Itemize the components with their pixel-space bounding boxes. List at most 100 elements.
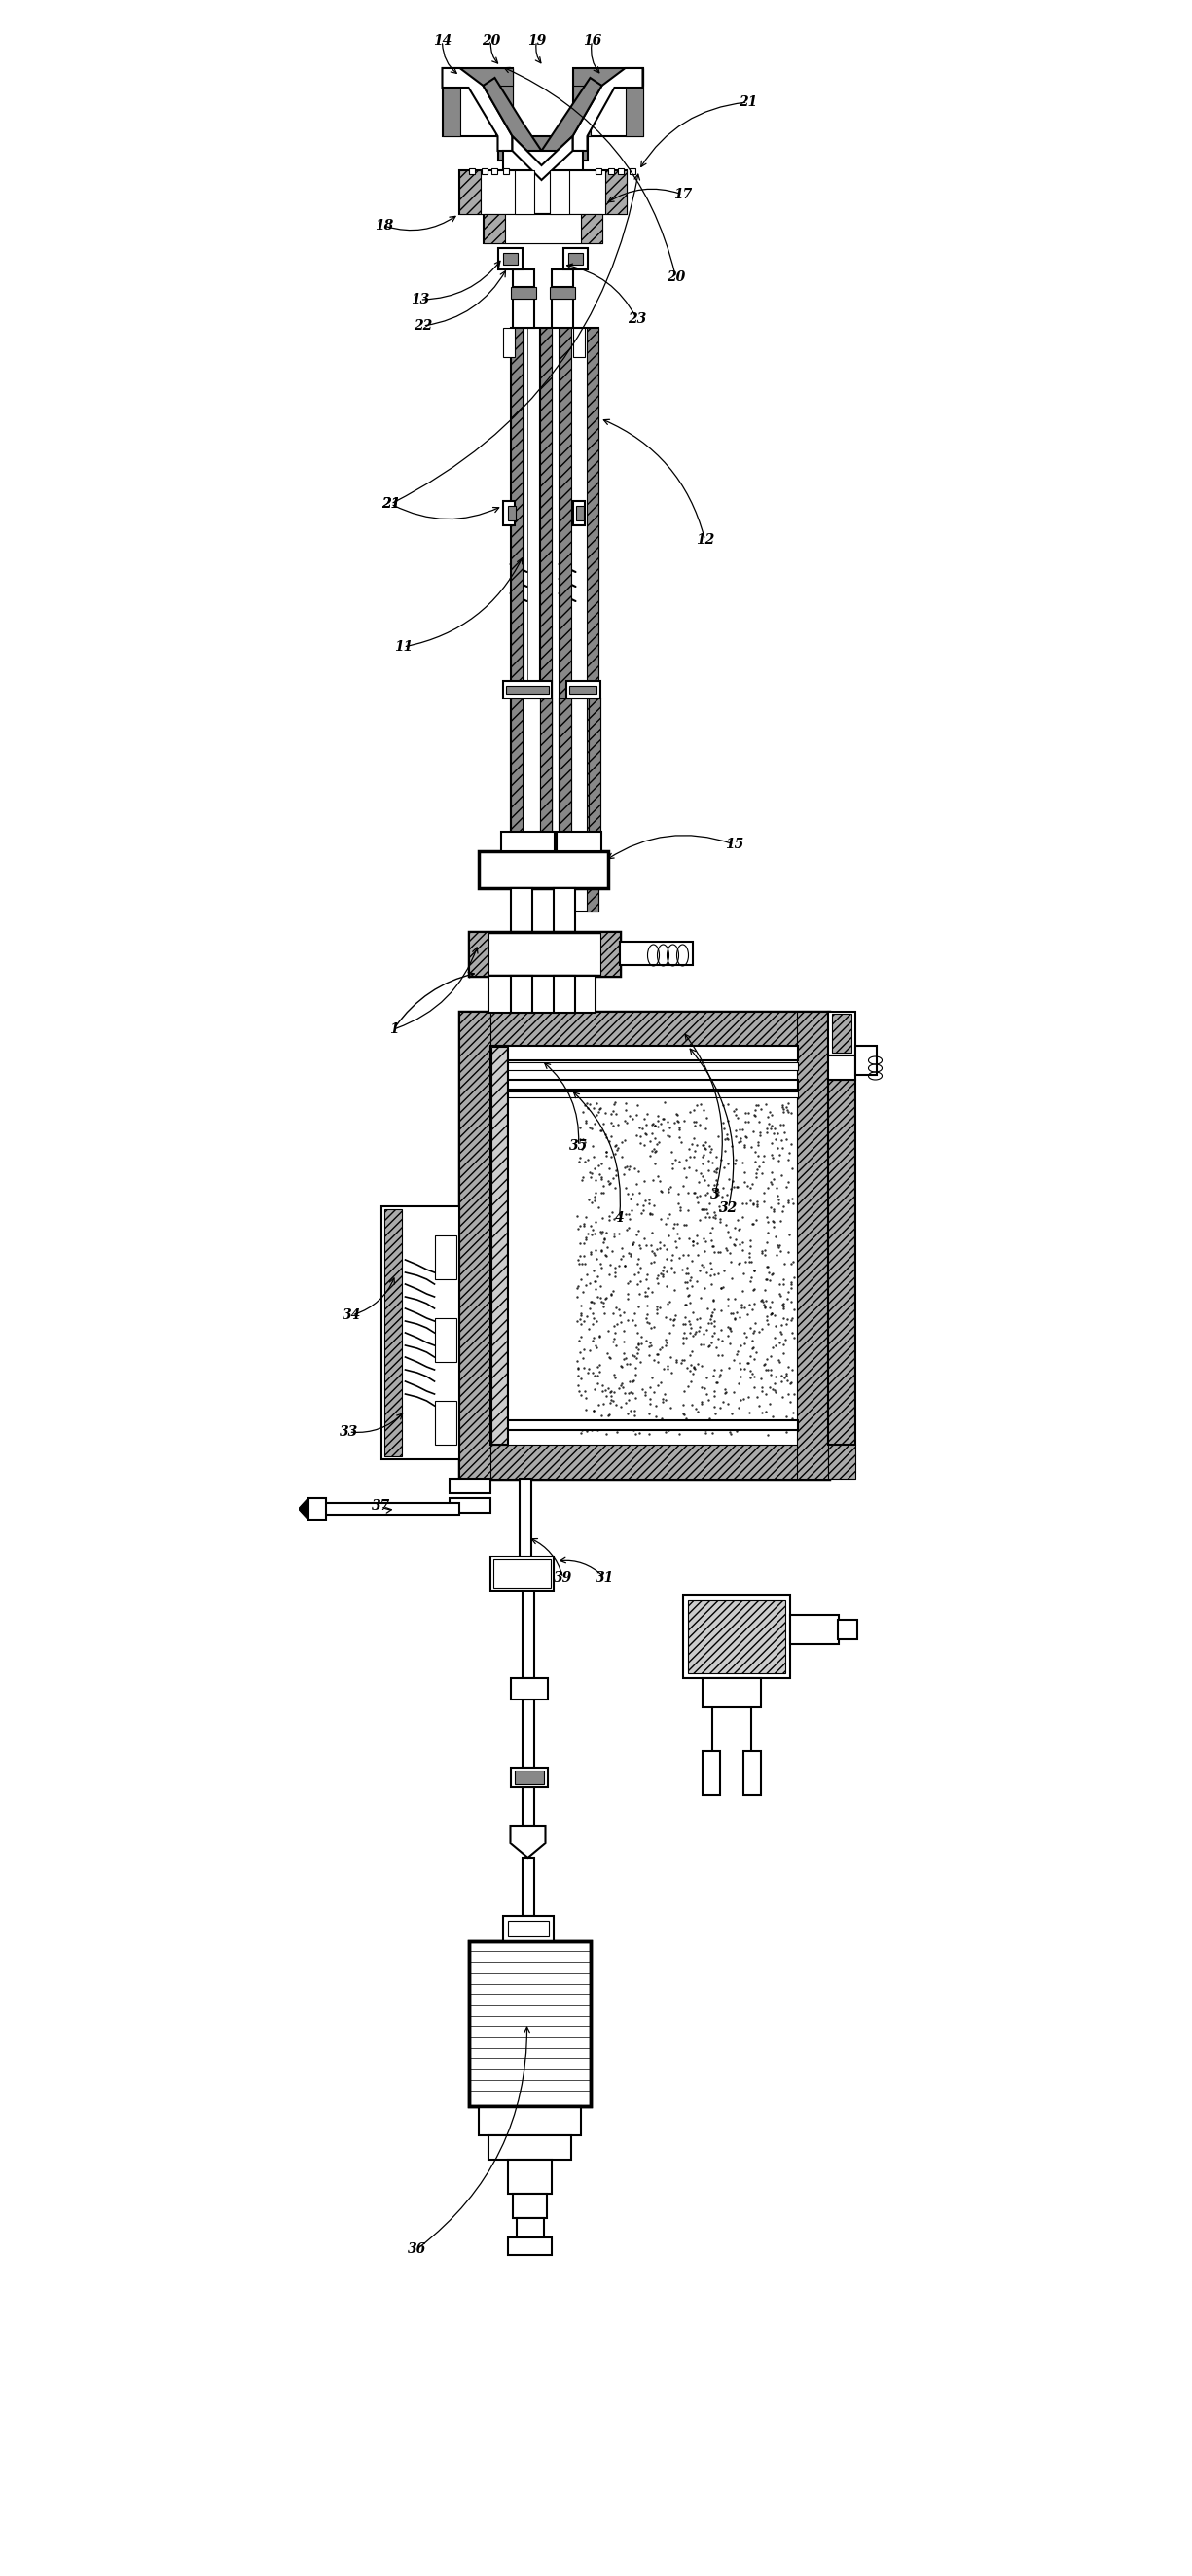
Point bbox=[744, 1182, 763, 1224]
Point bbox=[614, 1332, 633, 1373]
Point bbox=[657, 1203, 676, 1244]
Point bbox=[642, 1358, 662, 1399]
Point bbox=[576, 1265, 595, 1306]
Point bbox=[770, 1231, 789, 1273]
Point bbox=[664, 1301, 683, 1342]
Bar bbox=[459, 1012, 490, 1479]
Point bbox=[588, 1257, 607, 1298]
Point bbox=[663, 1144, 682, 1185]
Point bbox=[694, 1218, 713, 1260]
Point bbox=[735, 1126, 755, 1167]
Point bbox=[604, 1370, 623, 1412]
Point bbox=[582, 1108, 601, 1149]
Point bbox=[573, 1092, 592, 1133]
Text: 32: 32 bbox=[719, 1200, 738, 1216]
Point bbox=[770, 1224, 789, 1265]
Point bbox=[769, 1226, 788, 1267]
Bar bbox=[572, 67, 642, 137]
Point bbox=[648, 1334, 668, 1376]
Point bbox=[719, 1211, 738, 1252]
Point bbox=[769, 1113, 788, 1154]
Point bbox=[653, 1378, 672, 1419]
Point bbox=[582, 1213, 601, 1255]
Point bbox=[741, 1260, 760, 1301]
Point bbox=[591, 1231, 610, 1273]
Point bbox=[619, 1149, 638, 1190]
Point bbox=[581, 1262, 600, 1303]
Point bbox=[615, 1244, 634, 1285]
Point bbox=[684, 1136, 703, 1177]
Point bbox=[657, 1321, 676, 1363]
Point bbox=[678, 1234, 697, 1275]
Point bbox=[606, 1255, 625, 1296]
Bar bbox=[488, 2136, 571, 2159]
Point bbox=[681, 1314, 700, 1355]
Bar bbox=[522, 1589, 534, 1677]
Point bbox=[732, 1118, 751, 1159]
Point bbox=[620, 1095, 639, 1136]
Point bbox=[782, 1409, 801, 1450]
Point bbox=[758, 1167, 777, 1208]
Point bbox=[600, 1255, 619, 1296]
Point bbox=[616, 1381, 635, 1422]
Point bbox=[596, 1131, 615, 1172]
Point bbox=[778, 1182, 797, 1224]
Point bbox=[775, 1358, 794, 1399]
Bar bbox=[559, 698, 571, 835]
Bar bbox=[828, 1012, 856, 1056]
Point bbox=[670, 1108, 689, 1149]
Point bbox=[727, 1291, 746, 1332]
Point bbox=[757, 1296, 776, 1337]
Point bbox=[617, 1345, 637, 1386]
Point bbox=[597, 1115, 616, 1157]
Point bbox=[671, 1121, 690, 1162]
Bar bbox=[508, 505, 515, 520]
Point bbox=[615, 1146, 634, 1188]
Point bbox=[591, 1247, 610, 1288]
Text: 31: 31 bbox=[595, 1571, 614, 1584]
Point bbox=[684, 1090, 703, 1131]
Bar bbox=[442, 67, 460, 137]
Point bbox=[666, 1342, 685, 1383]
Point bbox=[763, 1368, 782, 1409]
Bar bbox=[490, 1061, 797, 1069]
Point bbox=[658, 1100, 677, 1141]
Point bbox=[782, 1399, 801, 1440]
Point bbox=[611, 1301, 631, 1342]
Point bbox=[572, 1285, 591, 1327]
Point bbox=[747, 1198, 766, 1239]
Bar bbox=[572, 67, 590, 137]
Point bbox=[653, 1255, 672, 1296]
Point bbox=[707, 1136, 726, 1177]
Point bbox=[666, 1221, 685, 1262]
Bar bbox=[553, 889, 575, 933]
Point bbox=[575, 1401, 594, 1443]
Point bbox=[672, 1340, 691, 1381]
Point bbox=[751, 1090, 770, 1131]
Point bbox=[769, 1404, 788, 1445]
Point bbox=[720, 1216, 739, 1257]
Point bbox=[783, 1298, 802, 1340]
Point bbox=[763, 1164, 782, 1206]
Point bbox=[582, 1157, 601, 1198]
Point bbox=[648, 1100, 668, 1141]
Point bbox=[644, 1231, 663, 1273]
Point bbox=[726, 1278, 745, 1319]
Point bbox=[741, 1358, 760, 1399]
Text: 17: 17 bbox=[673, 188, 693, 201]
Point bbox=[592, 1396, 611, 1437]
Point bbox=[638, 1095, 657, 1136]
Point bbox=[591, 1172, 610, 1213]
Point bbox=[658, 1229, 677, 1270]
Point bbox=[606, 1247, 625, 1288]
Point bbox=[678, 1172, 697, 1213]
Point bbox=[746, 1157, 765, 1198]
Point bbox=[570, 1244, 589, 1285]
Point bbox=[726, 1218, 745, 1260]
Point bbox=[628, 1332, 647, 1373]
Point bbox=[594, 1172, 613, 1213]
Point bbox=[660, 1108, 679, 1149]
Point bbox=[675, 1401, 694, 1443]
Point bbox=[663, 1247, 682, 1288]
Point bbox=[658, 1115, 677, 1157]
